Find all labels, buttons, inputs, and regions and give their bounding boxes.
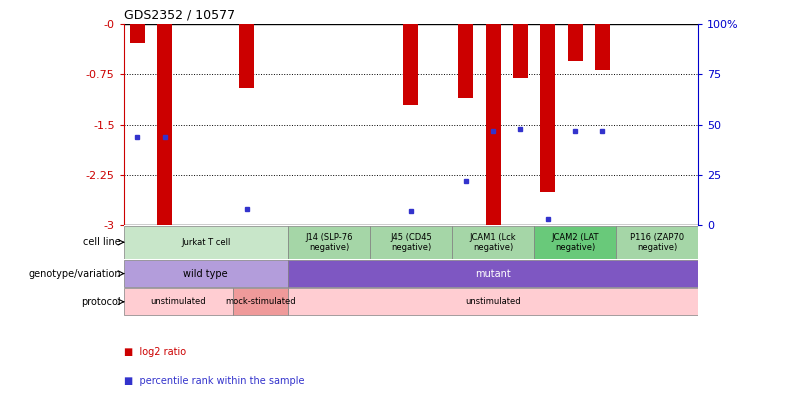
Bar xyxy=(513,24,528,78)
Bar xyxy=(534,226,616,259)
Text: unstimulated: unstimulated xyxy=(465,297,521,306)
Text: mutant: mutant xyxy=(475,269,511,279)
Bar xyxy=(288,226,370,259)
Bar xyxy=(124,288,233,315)
Bar xyxy=(595,24,610,70)
Text: protocol: protocol xyxy=(81,297,120,307)
Text: JCAM2 (LAT
negative): JCAM2 (LAT negative) xyxy=(551,232,598,252)
Bar xyxy=(124,260,288,287)
Text: ■  log2 ratio: ■ log2 ratio xyxy=(124,347,186,357)
Text: P116 (ZAP70
negative): P116 (ZAP70 negative) xyxy=(630,232,684,252)
Text: unstimulated: unstimulated xyxy=(151,297,206,306)
Text: mock-stimulated: mock-stimulated xyxy=(225,297,296,306)
Bar xyxy=(124,226,288,259)
Bar xyxy=(404,24,418,104)
Bar xyxy=(288,260,698,287)
Bar xyxy=(452,226,534,259)
Text: J14 (SLP-76
negative): J14 (SLP-76 negative) xyxy=(305,232,353,252)
Bar xyxy=(616,226,698,259)
Text: Jurkat T cell: Jurkat T cell xyxy=(181,238,231,247)
Text: JCAM1 (Lck
negative): JCAM1 (Lck negative) xyxy=(470,232,516,252)
Text: cell line: cell line xyxy=(83,237,120,247)
Text: GDS2352 / 10577: GDS2352 / 10577 xyxy=(124,9,235,22)
Bar xyxy=(239,24,255,88)
Bar xyxy=(233,288,288,315)
Bar xyxy=(540,24,555,192)
Bar xyxy=(157,24,172,225)
Text: ■  percentile rank within the sample: ■ percentile rank within the sample xyxy=(124,376,304,386)
Bar xyxy=(567,24,583,61)
Bar xyxy=(485,24,500,225)
Bar xyxy=(130,24,145,43)
Bar xyxy=(288,288,698,315)
Text: wild type: wild type xyxy=(184,269,228,279)
Bar xyxy=(458,24,473,98)
Text: genotype/variation: genotype/variation xyxy=(28,269,120,279)
Bar xyxy=(370,226,452,259)
Text: J45 (CD45
negative): J45 (CD45 negative) xyxy=(390,232,432,252)
